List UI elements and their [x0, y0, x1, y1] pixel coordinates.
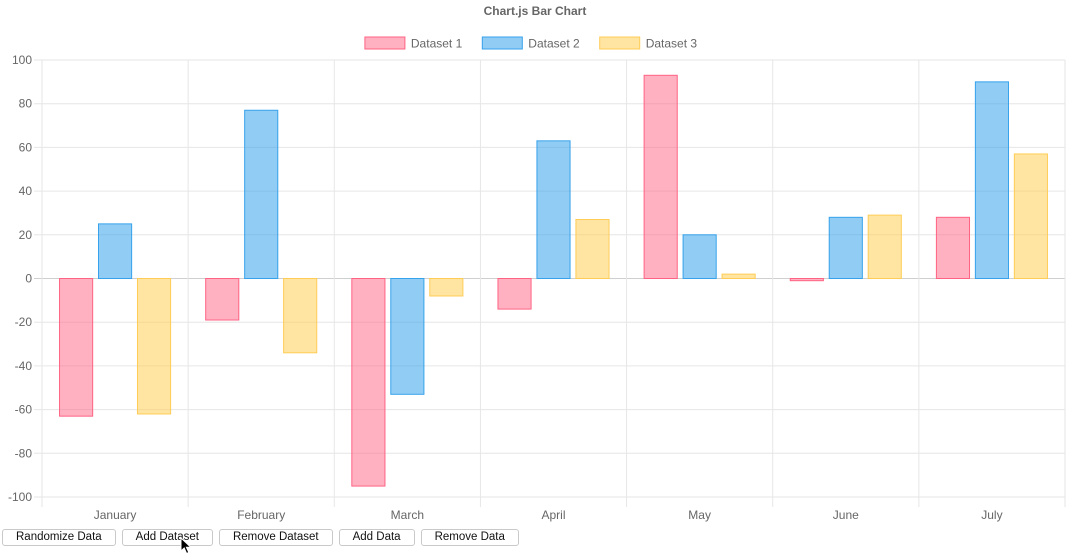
add-dataset-button[interactable]: Add Dataset	[121, 529, 213, 546]
legend-swatch-1[interactable]	[364, 36, 406, 50]
add-data-button[interactable]: Add Data	[338, 529, 415, 546]
x-axis-ticks: January February March April May June July	[94, 508, 1003, 522]
x-tick-label: January	[94, 508, 137, 522]
bars	[59, 74, 1048, 487]
y-tick-label: 0	[25, 272, 32, 286]
legend-label-3[interactable]: Dataset 3	[646, 37, 698, 51]
remove-dataset-button[interactable]: Remove Dataset	[218, 529, 333, 546]
legend-label-2[interactable]: Dataset 2	[528, 37, 580, 51]
bar-series3-june[interactable]	[867, 214, 902, 279]
legend-label-1[interactable]: Dataset 1	[411, 37, 463, 51]
bar-series2-february[interactable]	[244, 109, 279, 279]
y-tick-label: -60	[15, 403, 33, 417]
y-tick-label: -100	[8, 490, 32, 504]
y-tick-label: -40	[15, 359, 33, 373]
remove-data-button[interactable]: Remove Data	[420, 529, 519, 546]
bar-series3-july[interactable]	[1013, 153, 1048, 279]
bar-series1-july[interactable]	[935, 216, 971, 280]
randomize-data-button[interactable]: Randomize Data	[2, 529, 116, 546]
y-tick-label: 80	[19, 97, 33, 111]
bar-series2-january[interactable]	[98, 223, 133, 279]
bar-series2-march[interactable]	[390, 278, 425, 395]
bar-series2-may[interactable]	[682, 234, 717, 280]
x-tick-label: March	[391, 508, 424, 522]
x-tick-label: February	[237, 508, 285, 522]
bar-chart: Chart.js Bar Chart Dataset 1 Dataset 2 Dat…	[8, 4, 1066, 522]
bar-series3-may[interactable]	[721, 273, 756, 280]
legend-swatch-3[interactable]	[599, 36, 641, 50]
bar-series1-march[interactable]	[351, 278, 386, 487]
bar-series1-january[interactable]	[59, 278, 94, 417]
bar-series2-april[interactable]	[536, 140, 571, 279]
y-tick-label: 60	[19, 140, 33, 154]
gridlines	[34, 59, 1066, 507]
bar-series3-march[interactable]	[429, 278, 464, 297]
bar-series2-july[interactable]	[974, 81, 1009, 279]
x-tick-label: May	[688, 508, 711, 522]
chart-legend: Dataset 1 Dataset 2 Dataset 3	[364, 36, 698, 51]
chart-title: Chart.js Bar Chart	[484, 4, 587, 18]
bar-series3-january[interactable]	[136, 278, 172, 415]
x-tick-label: June	[833, 508, 859, 522]
bar-series2-june[interactable]	[828, 216, 863, 280]
bar-series3-february[interactable]	[283, 278, 318, 354]
y-axis-ticks: 100 80 60 40 20 0 -20 -40 -60 -80 -100	[8, 53, 32, 504]
y-tick-label: 100	[12, 53, 32, 67]
legend-swatch-2[interactable]	[481, 36, 523, 50]
y-tick-label: 20	[19, 228, 33, 242]
x-tick-label: July	[981, 508, 1002, 522]
y-tick-label: -20	[15, 315, 33, 329]
bar-series1-february[interactable]	[205, 278, 240, 321]
bar-series1-may[interactable]	[643, 74, 678, 279]
x-tick-label: April	[541, 508, 565, 522]
bar-series3-april[interactable]	[575, 219, 610, 280]
bar-series1-april[interactable]	[497, 278, 532, 310]
y-tick-label: -80	[15, 446, 33, 460]
bar-series1-june[interactable]	[789, 278, 824, 282]
chart-controls: Randomize Data Add Dataset Remove Datase…	[2, 529, 519, 547]
y-tick-label: 40	[19, 184, 33, 198]
